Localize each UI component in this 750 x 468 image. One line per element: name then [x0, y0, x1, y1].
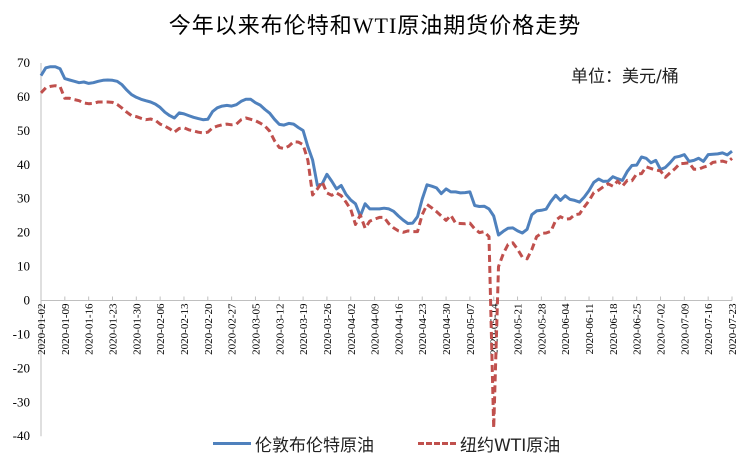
x-axis: 2020-01-02 2020-01-09 2020-01-16 2020-01-23…: [36, 296, 739, 355]
x-tick-label: 2020-06-18: [608, 303, 620, 355]
x-tick-label: 2020-05-28: [536, 303, 548, 355]
unit-label: 单位：美元/桶: [571, 67, 679, 87]
x-tick-label: 2020-04-02: [346, 304, 358, 355]
legend-item-brent: 伦敦布伦特原油: [213, 431, 374, 456]
x-tick-label: 2020-06-11: [584, 304, 596, 355]
x-tick-label: 2020-01-16: [84, 303, 96, 355]
legend: 伦敦布伦特原油 纽约WTI原油: [213, 431, 604, 456]
y-tick-label: -20: [13, 360, 30, 375]
x-tick-label: 2020-03-26: [322, 303, 334, 355]
y-tick-label: -10: [13, 326, 30, 341]
x-tick-label: 2020-07-16: [703, 303, 715, 355]
legend-label: 伦敦布伦特原油: [255, 436, 374, 456]
x-tick-label: 2020-02-20: [203, 303, 215, 355]
x-tick-label: 2020-06-04: [560, 303, 572, 355]
plot-lines: [39, 65, 733, 430]
x-tick-label: 2020-02-27: [227, 303, 239, 355]
legend-swatch-solid-icon: [213, 442, 251, 445]
y-tick-label: -30: [13, 394, 30, 409]
y-tick-label: 40: [17, 157, 30, 172]
y-tick-label: 30: [17, 191, 30, 206]
legend-label: 纽约WTI原油: [460, 436, 561, 456]
x-tick-label: 2020-02-06: [155, 303, 167, 355]
x-tick-label: 2020-05-21: [513, 304, 525, 355]
x-tick-label: 2020-01-23: [107, 303, 119, 355]
y-tick-label: 70: [17, 55, 30, 70]
wti-line: [39, 84, 733, 430]
y-tick-label: 50: [17, 123, 30, 138]
brent-line: [39, 65, 733, 237]
y-tick-label: 20: [17, 225, 30, 240]
y-axis: 70 60 50 40 30 20 10 0 -10 -20 -30 -40: [13, 55, 42, 443]
legend-swatch-dashed-icon: [418, 442, 456, 445]
x-tick-label: 2020-04-30: [441, 303, 453, 355]
x-tick-label: 2020-04-16: [393, 303, 405, 355]
x-tick-label: 2020-01-30: [131, 303, 143, 355]
x-tick-label: 2020-07-09: [679, 303, 691, 355]
y-tick-label: 0: [24, 293, 31, 308]
y-tick-label: 10: [17, 259, 30, 274]
x-tick-label: 2020-03-19: [298, 303, 310, 355]
y-tick-label: 60: [17, 89, 30, 104]
x-tick-label: 2020-01-09: [60, 303, 72, 355]
y-tick-label: -40: [13, 428, 30, 443]
x-tick-label: 2020-03-05: [250, 303, 262, 355]
x-tick-label: 2020-03-12: [274, 304, 286, 355]
x-tick-label: 2020-06-25: [632, 303, 644, 355]
x-tick-label: 2020-07-23: [727, 303, 739, 355]
x-tick-label: 2020-05-07: [465, 303, 477, 355]
legend-item-wti: 纽约WTI原油: [418, 431, 560, 456]
x-tick-label: 2020-01-02: [36, 304, 48, 355]
chart-title: 今年以来布伦特和WTI原油期货价格走势: [168, 13, 582, 38]
x-tick-label: 2020-07-02: [656, 304, 668, 355]
x-tick-label: 2020-04-23: [417, 303, 429, 355]
x-tick-label: 2020-02-13: [179, 303, 191, 355]
x-tick-label: 2020-04-09: [370, 303, 382, 355]
